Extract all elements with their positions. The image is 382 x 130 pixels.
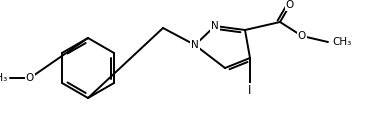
Text: CH₃: CH₃	[0, 73, 8, 83]
Text: O: O	[298, 31, 306, 41]
Text: I: I	[248, 83, 252, 96]
Text: O: O	[26, 73, 34, 83]
Text: CH₃: CH₃	[332, 37, 351, 47]
Text: O: O	[286, 0, 294, 10]
Text: N: N	[211, 21, 219, 31]
Text: N: N	[191, 40, 199, 50]
